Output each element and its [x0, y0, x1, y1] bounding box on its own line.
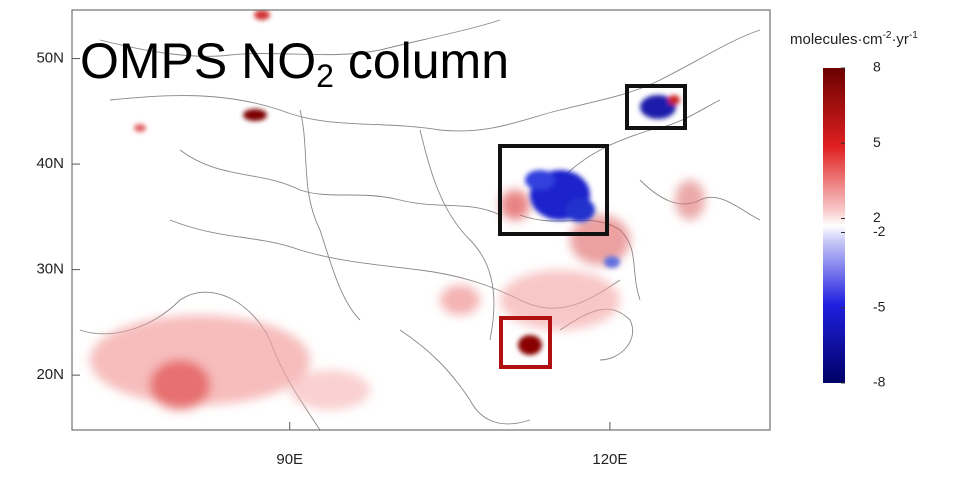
colorbar-tick-label: 5 — [873, 134, 881, 150]
map-figure: OMPS NO2 column molecules·cm-2·yr-1 50N 4… — [0, 0, 974, 472]
colorbar-tick-label: -8 — [873, 374, 886, 390]
colorbar-tick-label: -2 — [873, 223, 886, 239]
colorbar — [823, 68, 845, 383]
y-tick-label: 20N — [36, 366, 64, 383]
y-tick-label: 40N — [36, 155, 64, 172]
y-tick-label: 50N — [36, 50, 64, 67]
colorbar-label: molecules·cm-2·yr-1 — [790, 30, 918, 48]
x-tick-label: 90E — [276, 451, 303, 468]
colorbar-tick-label: 8 — [873, 59, 881, 75]
y-tick-label: 30N — [36, 261, 64, 278]
title: OMPS NO2 column — [80, 33, 509, 94]
colorbar-tick-label: -5 — [873, 298, 886, 314]
red-hotspots — [90, 180, 705, 410]
x-tick-label: 120E — [592, 451, 627, 468]
